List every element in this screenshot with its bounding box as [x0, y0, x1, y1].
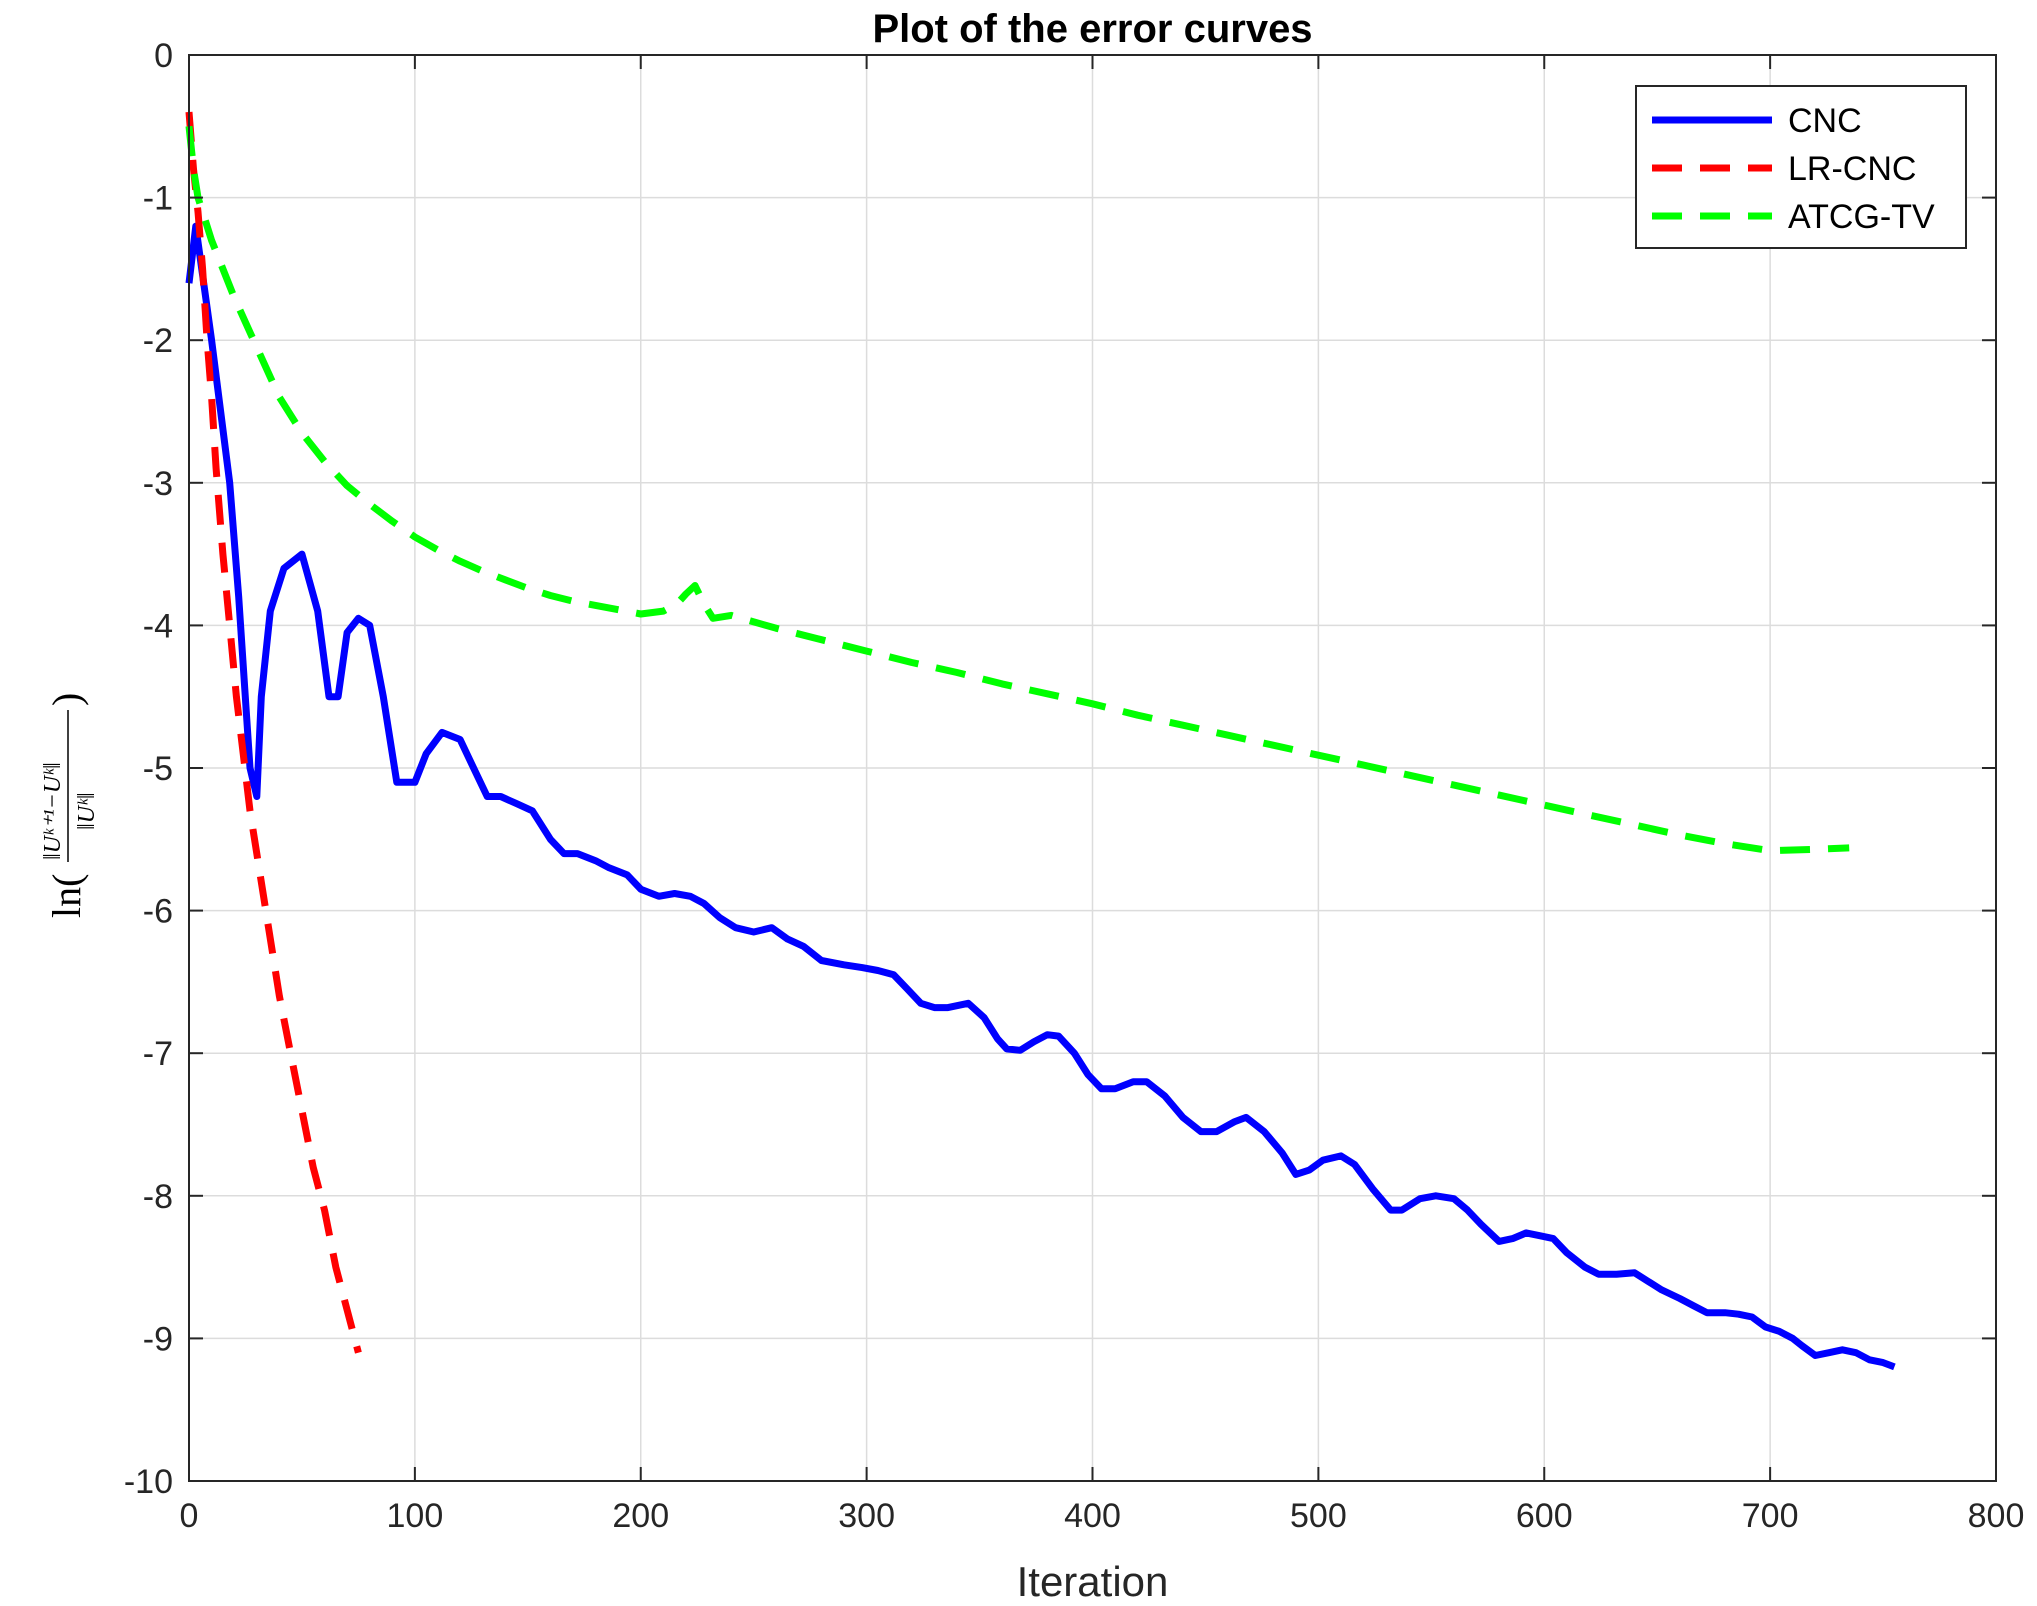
legend: CNC LR-CNC ATCG-TV	[1635, 85, 1967, 249]
x-tick-label: 500	[1290, 1497, 1347, 1535]
x-tick-label: 800	[1968, 1497, 2025, 1535]
y-label-denominator: ‖Uᵏ‖	[74, 792, 100, 830]
series-line-cnc	[185, 222, 1896, 1371]
y-tick-label: -3	[143, 465, 173, 503]
chart-title: Plot of the error curves	[872, 7, 1312, 51]
y-tick-label: -6	[143, 893, 173, 931]
legend-label-lr-cnc: LR-CNC	[1788, 150, 1916, 188]
y-tick-label: -1	[143, 180, 173, 218]
x-tick-label: 600	[1516, 1497, 1573, 1535]
y-tick-label: -7	[143, 1035, 173, 1073]
y-label-ln: ln(	[44, 874, 89, 918]
y-axis-label: ln( ‖Uᵏ⁺¹−Uᵏ‖ ‖Uᵏ‖)	[40, 693, 100, 918]
x-tick-label: 0	[180, 1497, 199, 1535]
y-tick-label: -5	[143, 750, 173, 788]
legend-box	[1635, 85, 1967, 249]
y-tick-label: -8	[143, 1178, 173, 1216]
series-line-lr-cnc	[185, 111, 362, 1354]
y-tick-label: -9	[143, 1320, 173, 1358]
x-tick-label: 400	[1064, 1497, 1121, 1535]
y-tick-label: -2	[143, 322, 173, 360]
legend-label-cnc: CNC	[1788, 102, 1862, 140]
y-tick-label: -4	[143, 607, 173, 645]
x-axis-label: Iteration	[1017, 1558, 1169, 1605]
x-tick-label: 300	[838, 1497, 895, 1535]
y-tick-label: 0	[154, 37, 173, 75]
y-label-close-paren: )	[44, 693, 89, 706]
y-label-numerator: ‖Uᵏ⁺¹−Uᵏ‖	[40, 762, 66, 860]
x-tick-label: 700	[1742, 1497, 1799, 1535]
series-layer	[185, 111, 1896, 1371]
x-tick-label: 200	[612, 1497, 669, 1535]
series-line-atcg-tv	[185, 125, 1850, 855]
legend-label-atcg-tv: ATCG-TV	[1788, 198, 1935, 236]
y-tick-label: -10	[124, 1463, 173, 1501]
x-tick-label: 100	[387, 1497, 444, 1535]
tick-layer: 0 100 200 300 400 500 600 700 800 0 -1 -2 -3 -4 -5 -6 -7…	[124, 37, 2025, 1535]
